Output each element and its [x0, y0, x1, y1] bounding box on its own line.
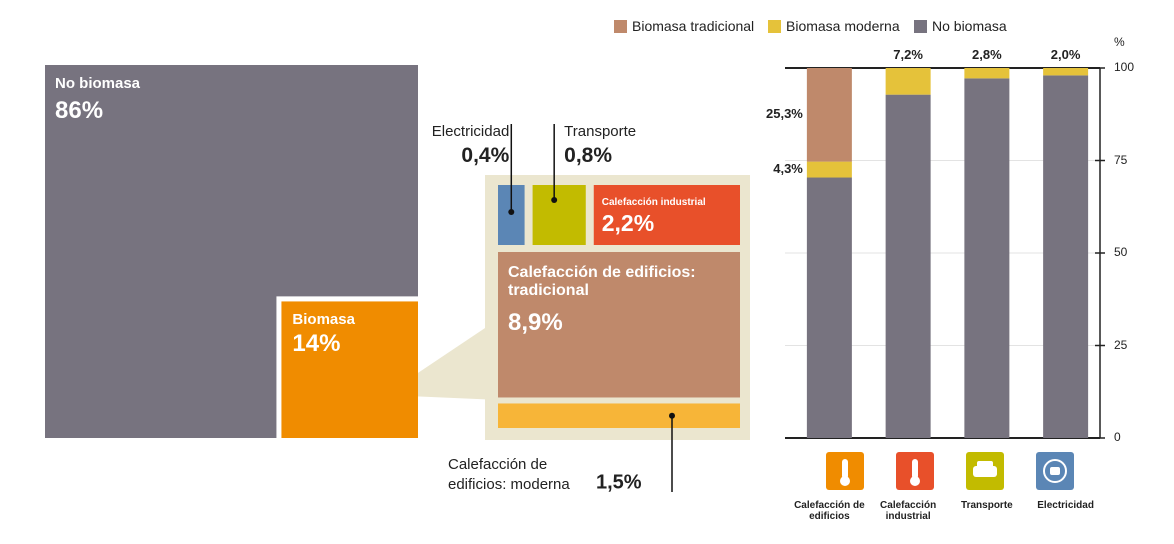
x-tick-label: Calefacción industrial: [880, 500, 937, 522]
label: Calefacción de edificios: tradicional: [508, 264, 696, 299]
y-axis-unit: %: [1114, 35, 1125, 49]
cell-border: [276, 296, 418, 438]
y-tick-label: 100: [1114, 60, 1135, 74]
y-tick-label: 25: [1114, 337, 1128, 352]
value: 1,5%: [596, 471, 642, 494]
icons: [826, 452, 1074, 490]
value: 0,8%: [564, 144, 613, 167]
treemap-cell: [281, 301, 418, 438]
treemap-cell: [45, 65, 418, 438]
icon-shape: [842, 459, 848, 479]
bar-segment: [1043, 68, 1089, 76]
legend-label: No biomasa: [932, 18, 1007, 34]
icon-shape: [1043, 459, 1067, 483]
bar-segment: [806, 161, 852, 178]
leader-dot: [508, 209, 515, 215]
leader-dot: [551, 197, 558, 203]
icon-shape: [840, 476, 850, 486]
bar-segment: [1043, 75, 1089, 439]
value-label: 2,8%: [972, 47, 1002, 62]
value-label: 2,0%: [1050, 47, 1081, 62]
x-tick-label: Transporte: [961, 500, 1013, 511]
bar-segment: [964, 68, 1010, 79]
moderna-label: Calefacción de edificios: moderna 1,5%: [448, 455, 642, 494]
value: 8,9%: [508, 309, 563, 336]
label: Calefacción de edificios: moderna: [448, 456, 570, 493]
value: 2,2%: [601, 210, 655, 236]
icon-shape: [977, 461, 993, 468]
icon-shape: [912, 459, 918, 479]
breakdown-cell: [532, 185, 586, 245]
bar-segment: [964, 78, 1010, 439]
label: Electricidad: [431, 123, 510, 140]
x-tick-label: Calefacción de edificios: [794, 500, 865, 522]
y-tick-label: 0: [1114, 430, 1121, 444]
bar-segment: [806, 177, 852, 438]
leader-dot: [669, 412, 675, 419]
legend-label: Biomasa tradicional: [632, 18, 755, 34]
x-tick-label: Electricidad: [1037, 500, 1094, 511]
legend-swatch: [914, 20, 927, 33]
y-tick-label: 75: [1114, 152, 1128, 167]
icon-shape: [910, 476, 920, 486]
label: Transporte: [564, 123, 637, 140]
breakdown-cell: [498, 252, 740, 398]
legend-swatch: [614, 20, 627, 33]
bar-segment: [806, 68, 852, 162]
icon-shape: [1050, 467, 1060, 475]
legend-swatch: [768, 20, 781, 33]
cell-value: 14%: [292, 330, 341, 358]
legend-label: Biomasa moderna: [786, 18, 900, 34]
icon-shape: [973, 466, 997, 477]
y-tick-label: 50: [1114, 245, 1128, 259]
value-label: 7,2%: [893, 47, 923, 62]
value-label: 4,3%: [773, 160, 803, 176]
cell-label: Biomasa: [292, 311, 355, 329]
value-label: 25,3%: [766, 105, 803, 121]
breakdown-cell: [593, 185, 740, 245]
breakdown-cell: [498, 403, 740, 428]
label: Calefacción industrial: [601, 197, 706, 208]
cell-value: 86%: [55, 97, 104, 124]
bar-segment: [885, 94, 931, 438]
value: 0,4%: [461, 144, 510, 167]
bar-segment: [885, 68, 931, 95]
cell-label: No biomasa: [55, 75, 141, 92]
